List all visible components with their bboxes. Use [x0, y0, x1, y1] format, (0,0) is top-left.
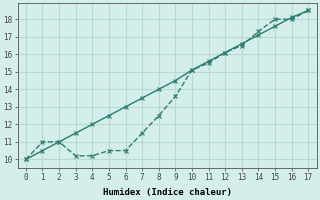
- X-axis label: Humidex (Indice chaleur): Humidex (Indice chaleur): [102, 188, 232, 197]
